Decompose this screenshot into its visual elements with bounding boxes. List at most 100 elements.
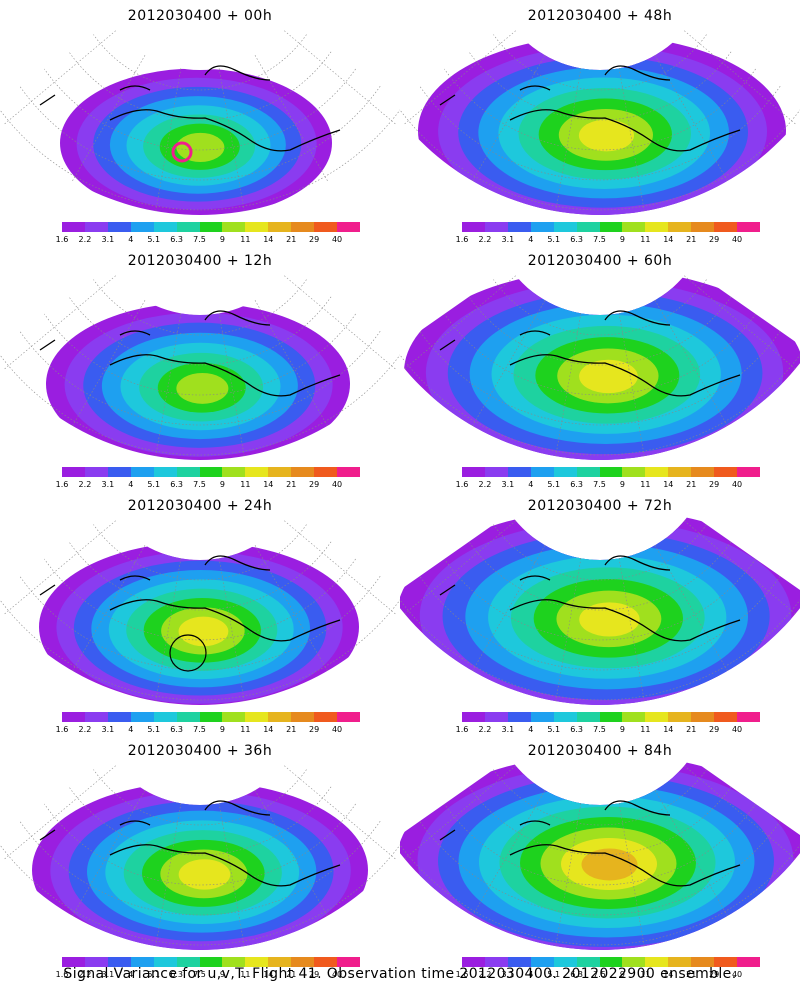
latitude-line xyxy=(44,803,356,886)
colorbar-tick-label: 40 xyxy=(331,970,343,979)
colorbar-tick-label: 14 xyxy=(263,235,274,244)
colorbar-swatch xyxy=(645,712,669,722)
colorbar-ticks: 1.6 2.2 3.1 4 5.1 6.3 7.5 9 11 14 21 29 40 xyxy=(52,235,372,245)
variance-field xyxy=(39,542,359,705)
colorbar-swatch xyxy=(462,957,485,967)
colorbar-tick-label: 40 xyxy=(731,725,743,734)
colorbar-tick-label: 1.6 xyxy=(455,725,469,734)
colorbar xyxy=(62,467,360,477)
colorbar-swatch xyxy=(576,957,600,967)
colorbar-swatch xyxy=(84,467,108,477)
contour-band xyxy=(176,132,225,162)
map-panel: 2012030400 + 36h 1.6 2.2 3.1 4 5.1 6.3 7.5 9 11 14… xyxy=(0,735,400,980)
latitude-line xyxy=(493,34,707,91)
colorbar-swatch xyxy=(484,222,508,232)
colorbar-tick-label: 2.2 xyxy=(78,480,92,489)
colorbar-tick-label: 14 xyxy=(663,725,674,734)
variance-map xyxy=(400,269,800,460)
colorbar-swatch xyxy=(130,467,154,477)
colorbar-swatch xyxy=(530,467,554,477)
colorbar-tick-label: 5.1 xyxy=(547,725,561,734)
latitude-line xyxy=(468,51,732,121)
colorbar-swatch xyxy=(314,712,338,722)
latitude-line xyxy=(419,576,781,671)
variance-map xyxy=(0,520,400,705)
colorbar-tick-label: 21 xyxy=(286,480,297,489)
graticule xyxy=(0,765,400,947)
colorbar-tick-label: 5.1 xyxy=(547,235,561,244)
colorbar-tick-label: 14 xyxy=(663,480,674,489)
colorbar-swatch xyxy=(668,957,692,967)
colorbar-tick-label: 14 xyxy=(663,970,674,979)
colorbar-tick-label: 21 xyxy=(686,235,697,244)
colorbar-tick-label: 2.2 xyxy=(78,235,92,244)
colorbar-swatch xyxy=(645,467,669,477)
latitude-line xyxy=(19,576,381,671)
latitude-line xyxy=(468,296,732,366)
latitude-line xyxy=(0,354,400,456)
colorbar-swatch xyxy=(107,222,131,232)
colorbar-tick-label: 5.1 xyxy=(147,480,161,489)
colorbar-tick-label: 4 xyxy=(128,725,134,734)
colorbar-tick-label: 6.3 xyxy=(570,970,583,979)
colorbar-swatch xyxy=(622,712,646,722)
colorbar-swatch xyxy=(462,467,485,477)
colorbar-swatch xyxy=(176,957,200,967)
latitude-line xyxy=(19,821,381,916)
colorbar-tick-label: 11 xyxy=(640,480,651,489)
colorbar-swatch xyxy=(484,957,508,967)
colorbar-tick-label: 7.5 xyxy=(193,480,206,489)
colorbar-tick-label: 29 xyxy=(709,970,720,979)
colorbar-tick-label: 40 xyxy=(331,235,343,244)
coastline xyxy=(39,65,341,152)
colorbar-swatch xyxy=(576,467,600,477)
latitude-line xyxy=(493,769,707,826)
variance-field xyxy=(404,269,800,460)
colorbar-ticks: 1.6 2.2 3.1 4 5.1 6.3 7.5 9 11 14 21 29 40 xyxy=(52,480,372,490)
panel-title: 2012030400 + 24h xyxy=(127,498,273,514)
colorbar-tick-label: 14 xyxy=(263,480,274,489)
colorbar-tick-label: 1.6 xyxy=(55,970,69,979)
colorbar-tick-label: 5.1 xyxy=(147,235,161,244)
colorbar-tick-label: 3.1 xyxy=(501,970,515,979)
graticule xyxy=(400,275,800,457)
colorbar-swatch xyxy=(530,957,554,967)
colorbar-ticks: 1.6 2.2 3.1 4 5.1 6.3 7.5 9 11 14 21 29 40 xyxy=(452,970,772,980)
latitude-line xyxy=(44,68,356,151)
colorbar-tick-label: 11 xyxy=(240,725,251,734)
colorbar-swatch xyxy=(691,712,715,722)
contour-band xyxy=(579,359,638,394)
latitude-line xyxy=(400,844,800,946)
colorbar-swatch xyxy=(107,467,131,477)
colorbar-tick-label: 4 xyxy=(528,235,534,244)
latitude-line xyxy=(400,599,800,701)
colorbar-tick-label: 3.1 xyxy=(501,725,515,734)
colorbar-swatch xyxy=(507,467,531,477)
panel-title: 2012030400 + 12h xyxy=(127,253,273,269)
colorbar-tick-label: 2.2 xyxy=(478,480,492,489)
colorbar-tick-label: 11 xyxy=(640,235,651,244)
colorbar-ticks: 1.6 2.2 3.1 4 5.1 6.3 7.5 9 11 14 21 29 40 xyxy=(452,480,772,490)
colorbar-tick-label: 3.1 xyxy=(101,970,115,979)
observation-marker xyxy=(169,634,207,672)
colorbar-swatch xyxy=(199,222,223,232)
colorbar-tick-label: 5.1 xyxy=(547,970,561,979)
variance-field xyxy=(400,758,800,950)
colorbar-swatch xyxy=(222,957,246,967)
colorbar-tick-label: 1.6 xyxy=(55,725,69,734)
colorbar xyxy=(462,467,760,477)
colorbar-tick-label: 14 xyxy=(663,235,674,244)
colorbar-swatch xyxy=(62,467,85,477)
panel-title: 2012030400 + 48h xyxy=(527,8,673,24)
colorbar-tick-label: 3.1 xyxy=(101,725,115,734)
colorbar-swatch xyxy=(84,957,108,967)
latitude-line xyxy=(444,313,756,396)
contour-band xyxy=(178,616,229,647)
colorbar-tick-label: 29 xyxy=(709,235,720,244)
variance-map xyxy=(0,765,400,950)
colorbar-swatch xyxy=(714,957,738,967)
colorbar-swatch xyxy=(553,467,577,477)
colorbar-swatch xyxy=(645,957,669,967)
colorbar-swatch xyxy=(222,467,246,477)
variance-map xyxy=(0,30,400,215)
